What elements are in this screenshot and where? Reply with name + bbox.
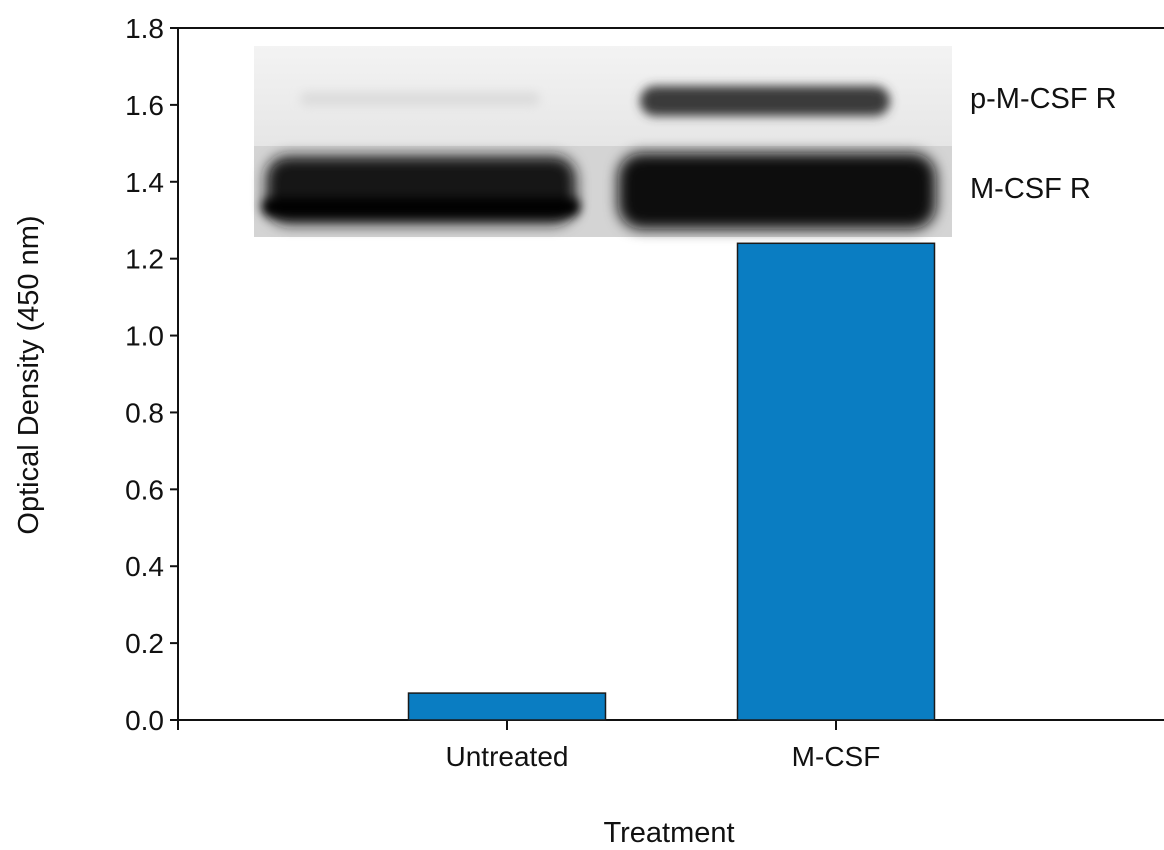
blot-total-bands <box>262 153 936 229</box>
axes <box>177 27 1164 721</box>
x-ticks: Untreated M-CSF <box>177 720 881 772</box>
y-tick-label: 0.4 <box>125 551 164 582</box>
x-tick-label: M-CSF <box>792 741 881 772</box>
y-tick-label: 1.0 <box>125 321 164 352</box>
bar-untreated <box>407 692 607 721</box>
blot-band-phospho-untreated <box>300 92 540 106</box>
blot-label-total: M-CSF R <box>970 173 1091 205</box>
y-axis-title: Optical Density (450 nm) <box>13 215 45 534</box>
blot-band-total-mcsf <box>618 153 936 229</box>
blot-band-total-untreated-lower <box>262 198 580 216</box>
x-axis-title: Treatment <box>603 817 734 849</box>
y-tick-label: 0.2 <box>125 628 164 659</box>
y-ticks: 0.0 0.2 0.4 0.6 0.8 1.0 1.2 1.4 1.6 1.8 <box>125 13 178 736</box>
bars <box>407 242 936 721</box>
y-tick-label: 1.4 <box>125 167 164 198</box>
blot-label-phospho: p-M-CSF R <box>970 83 1117 115</box>
y-tick-label: 0.0 <box>125 705 164 736</box>
y-tick-label: 1.6 <box>125 90 164 121</box>
blot-phospho-bands <box>300 86 890 116</box>
western-blot-inset: p-M-CSF R M-CSF R <box>254 46 1117 237</box>
blot-band-phospho-mcsf <box>640 86 890 116</box>
y-tick-label: 1.2 <box>125 244 164 275</box>
y-tick-label: 0.8 <box>125 397 164 428</box>
y-tick-label: 1.8 <box>125 13 164 44</box>
y-tick-label: 0.6 <box>125 474 164 505</box>
x-tick-label: Untreated <box>446 741 569 772</box>
bar-m-csf <box>736 242 936 721</box>
